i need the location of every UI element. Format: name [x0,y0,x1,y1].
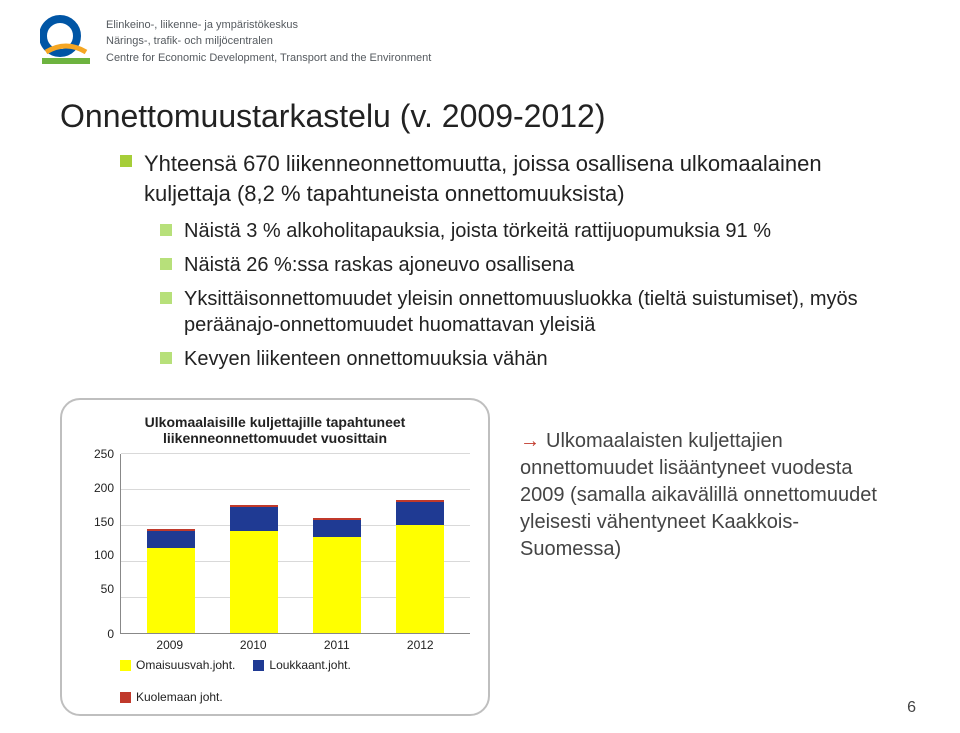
x-axis-labels: 2009 2010 2011 2012 [120,634,470,652]
bar-column [396,500,444,633]
bar-column [313,518,361,633]
y-tick-label: 200 [94,482,114,494]
bullet-square-icon [160,292,172,304]
bullet-square-icon [120,155,132,167]
bar-segment [147,531,195,548]
bar-segment [396,502,444,525]
y-tick-label: 250 [94,448,114,460]
bar-segment [313,520,361,537]
x-tick-label: 2011 [313,638,361,652]
x-tick-label: 2009 [146,638,194,652]
bar-segment [230,531,278,633]
bullet-text: Näistä 3 % alkoholitapauksia, joista tör… [184,218,771,244]
bullet-level2: Yksittäisonnettomuudet yleisin onnettomu… [160,286,870,338]
gridline [121,489,470,490]
y-tick-label: 50 [101,583,114,595]
legend-item: Kuolemaan joht. [120,690,223,704]
bullet-text: Näistä 26 %:ssa raskas ajoneuvo osallise… [184,252,574,278]
chart-area: 250200150100500 2009201020112012 Omaisuu… [80,454,470,704]
chart-title: Ulkomaalaisille kuljettajille tapahtunee… [80,414,470,446]
side-note-text: →Ulkomaalaisten kuljettajien onnettomuud… [520,428,900,563]
bar-segment [230,507,278,531]
legend-item: Omaisuusvah.joht. [120,658,235,672]
bar-segment [147,548,195,633]
x-tick-label: 2010 [229,638,277,652]
chart-legend: Omaisuusvah.joht. Loukkaant.joht. Kuolemaa… [120,652,470,704]
bar-stack [313,518,361,633]
arrow-icon: → [520,430,540,452]
header-line-en: Centre for Economic Development, Transpo… [106,51,431,65]
title-row: Onnettomuustarkastelu (v. 2009-2012) [0,88,960,149]
bar-column [147,529,195,633]
bar-stack [396,500,444,633]
y-tick-label: 100 [94,549,114,561]
ely-logo-icon [40,14,92,78]
bullet-level2: Kevyen liikenteen onnettomuuksia vähän [160,346,870,372]
bullet-list: Yhteensä 670 liikenneonnettomuutta, jois… [0,149,960,388]
y-tick-label: 0 [107,628,114,640]
header: Elinkeino-, liikenne- ja ympäristökeskus… [0,0,960,88]
bullet-square-icon [160,258,172,270]
legend-swatch [120,660,131,671]
header-line-fi: Elinkeino-, liikenne- ja ympäristökeskus [106,18,431,32]
bullet-text: Yhteensä 670 liikenneonnettomuutta, jois… [144,149,870,208]
bullet-level2: Näistä 26 %:ssa raskas ajoneuvo osallise… [160,252,870,278]
y-tick-label: 150 [94,516,114,528]
bar-stack [147,529,195,633]
header-line-sv: Närings-, trafik- och miljöcentralen [106,34,431,48]
bullet-level2: Näistä 3 % alkoholitapauksia, joista tör… [160,218,870,244]
bullet-square-icon [160,352,172,364]
side-note: →Ulkomaalaisten kuljettajien onnettomuud… [520,398,900,563]
header-text: Elinkeino-, liikenne- ja ympäristökeskus… [106,14,431,65]
side-note-body: Ulkomaalaisten kuljettajien onnettomuude… [520,430,877,560]
bullet-level1: Yhteensä 670 liikenneonnettomuutta, jois… [120,149,870,208]
logo [40,14,92,78]
y-axis: 250200150100500 [80,454,114,634]
legend-label: Kuolemaan joht. [136,690,223,704]
chart-plot [120,454,470,634]
page-number: 6 [907,699,916,717]
legend-item: Loukkaant.joht. [253,658,350,672]
legend-label: Omaisuusvah.joht. [136,658,235,672]
bullet-square-icon [160,224,172,236]
bar-segment [396,525,444,633]
bar-column [230,505,278,634]
bullet-text: Kevyen liikenteen onnettomuuksia vähän [184,346,548,372]
bar-stack [230,505,278,634]
bullet-text: Yksittäisonnettomuudet yleisin onnettomu… [184,286,870,338]
chart-container: Ulkomaalaisille kuljettajille tapahtunee… [60,398,490,716]
lower-section: Ulkomaalaisille kuljettajille tapahtunee… [0,388,960,716]
page-title: Onnettomuustarkastelu (v. 2009-2012) [60,98,900,135]
bar-segment [313,537,361,633]
x-tick-label: 2012 [396,638,444,652]
gridline [121,453,470,454]
legend-label: Loukkaant.joht. [269,658,350,672]
legend-swatch [253,660,264,671]
legend-swatch [120,692,131,703]
